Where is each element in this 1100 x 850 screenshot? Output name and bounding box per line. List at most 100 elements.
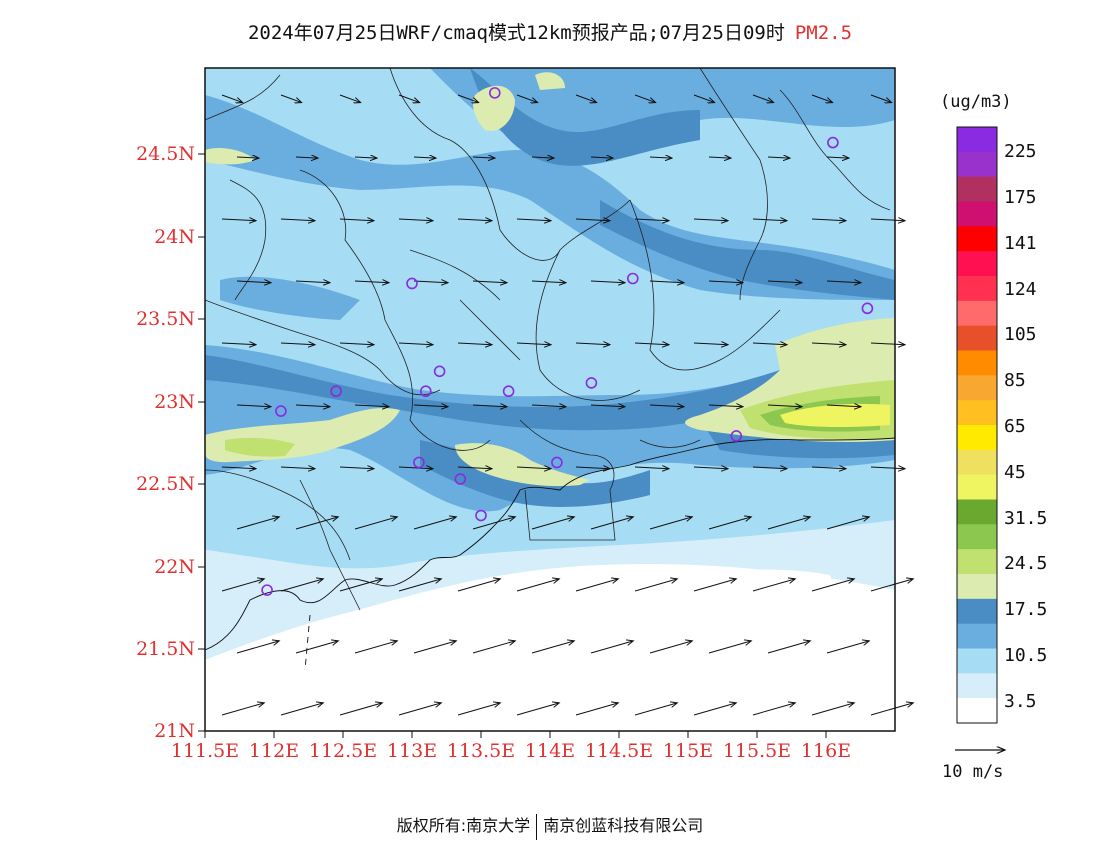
colorbar-cell [957, 698, 997, 724]
wind-vector-arrow [339, 343, 374, 345]
wind-vector-arrow [221, 579, 264, 592]
wind-vector-arrow [457, 703, 500, 716]
wind-vector-arrow [575, 219, 610, 221]
wind-vector-arrow [472, 157, 495, 158]
wind-vector-arrow [752, 94, 774, 103]
wind-vector-arrow [708, 405, 743, 407]
wind-vector-arrow [708, 641, 751, 654]
wind-vector-arrow [339, 467, 374, 469]
colorbar-cell [957, 499, 997, 525]
footer-credit: 版权所有:南京大学 南京创蓝科技有限公司 [0, 812, 1100, 840]
wind-vector-arrow [811, 94, 833, 103]
monitor-site-marker [626, 272, 639, 285]
wind-vector-arrow [590, 641, 633, 654]
colorbar-label: 10.5 [1004, 645, 1048, 666]
colorbar-label: 24.5 [1004, 553, 1048, 574]
monitor-site-marker [406, 277, 418, 290]
monitor-site-marker [585, 377, 598, 389]
wind-vector-arrow [575, 94, 597, 103]
wind-vector-arrow [457, 94, 479, 103]
wind-vector-arrow [221, 343, 256, 345]
wind-vector-arrow [870, 579, 913, 592]
wind-vector-arrow [413, 281, 448, 283]
wind-vector-arrow [811, 579, 854, 592]
wind-vector-arrow [413, 405, 448, 407]
colorbar-label: 141 [1004, 233, 1037, 254]
wind-vector-arrow [531, 157, 554, 158]
coastline [205, 437, 895, 671]
lon-label: 111.5E [170, 740, 240, 762]
wind-vector-arrow [472, 405, 507, 407]
wind-vector-arrow [826, 641, 869, 654]
lat-label: 23N [154, 391, 195, 413]
wind-vector-arrow [649, 641, 692, 654]
wind-vector-arrow [221, 94, 243, 103]
monitor-site-marker [433, 365, 446, 378]
wind-vector-arrow [693, 703, 736, 716]
title-pollutant: PM2.5 [794, 22, 853, 44]
wind-vector-arrow [590, 281, 625, 283]
wind-vector-arrow [826, 405, 861, 407]
wind-vector-arrow [752, 467, 787, 469]
wind-vector-arrow [354, 281, 389, 283]
colorbar-cell [957, 176, 997, 202]
wind-vector-arrow [693, 94, 715, 103]
map-frame [204, 67, 896, 732]
wind-vector-arrow [811, 219, 846, 221]
colorbar-cell [957, 375, 997, 401]
wind-vector-arrow [516, 703, 559, 716]
lat-label: 24N [154, 226, 195, 248]
colorbar-cell [957, 151, 997, 178]
monitor-site-marker [551, 456, 563, 469]
wind-vector-arrow [767, 641, 810, 654]
lat-label: 21N [154, 720, 195, 742]
footer-company: 南京创蓝科技有限公司 [543, 816, 704, 835]
wind-vector-arrow [398, 94, 420, 103]
lat-label: 23.5N [136, 308, 195, 330]
wind-vectors [221, 94, 913, 716]
wind-vector-arrow [280, 219, 315, 221]
lat-ticks [198, 153, 205, 732]
monitor-site-markers [261, 87, 874, 596]
wind-vector-arrow [339, 94, 361, 103]
wind-vector-arrow [221, 219, 256, 221]
wind-vector-arrow [280, 467, 315, 469]
wind-vector-arrow [295, 641, 338, 654]
wind-vector-arrow [398, 703, 441, 716]
wind-vector-arrow [870, 703, 913, 716]
colorbar-label: 17.5 [1004, 599, 1048, 620]
colorbar-cell [957, 549, 997, 575]
wind-vector-arrow [752, 579, 795, 592]
colorbar-cell [957, 226, 997, 252]
colorbar-label: 3.5 [1004, 691, 1037, 712]
wind-vector-arrow [708, 517, 751, 530]
monitor-site-marker [488, 87, 501, 99]
wind-vector-arrow [221, 467, 256, 469]
wind-vector-arrow [752, 343, 787, 345]
lon-label: 115E [662, 740, 714, 762]
lon-label: 113E [386, 740, 438, 762]
wind-vector-arrow [472, 641, 515, 654]
wind-vector-arrow [752, 219, 787, 221]
lon-label: 114E [524, 740, 576, 762]
colorbar-label: 175 [1004, 187, 1037, 208]
wind-vector-arrow [649, 157, 672, 158]
title-main: 2024年07月25日WRF/cmaq模式12km预报产品;07月25日09时 [247, 22, 785, 44]
wind-vector-arrow [531, 517, 574, 530]
colorbar-cell [957, 400, 997, 426]
wind-vector-arrow [531, 641, 574, 654]
monitor-site-marker [419, 385, 432, 398]
wind-vector-arrow [457, 467, 492, 469]
wind-vector-arrow [811, 343, 846, 345]
lon-label: 112E [248, 740, 300, 762]
wind-vector-arrow [236, 405, 271, 407]
wind-vector-arrow [531, 405, 566, 407]
wind-vector-arrow [236, 641, 279, 654]
wind-vector-arrow [280, 343, 315, 345]
lon-label: 115.5E [722, 740, 792, 762]
wind-vector-arrow [339, 219, 374, 221]
wind-vector-arrow [354, 517, 397, 530]
wind-vector-arrow [870, 94, 892, 103]
wind-vector-arrow [413, 641, 456, 654]
